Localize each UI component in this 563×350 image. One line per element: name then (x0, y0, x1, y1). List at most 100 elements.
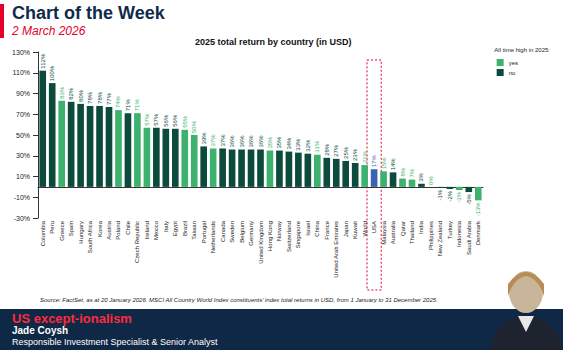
svg-text:yes: yes (509, 60, 518, 66)
svg-text:Ireland: Ireland (144, 221, 150, 239)
svg-text:10%: 10% (16, 173, 30, 180)
svg-text:All time high in 2025:: All time high in 2025: (494, 47, 550, 53)
svg-text:36%: 36% (258, 135, 264, 148)
svg-text:39%: 39% (201, 132, 207, 145)
svg-text:83%: 83% (59, 86, 65, 99)
svg-text:Thailand: Thailand (409, 221, 415, 244)
svg-text:37%: 37% (210, 134, 216, 147)
svg-text:80%: 80% (78, 89, 84, 102)
svg-text:28%: 28% (324, 143, 330, 156)
svg-text:World: World (362, 221, 368, 237)
svg-text:Egypt: Egypt (172, 221, 178, 237)
svg-text:17%: 17% (371, 155, 377, 168)
svg-text:82%: 82% (68, 87, 74, 100)
svg-text:Switzerland: Switzerland (286, 221, 292, 252)
svg-text:71%: 71% (134, 99, 140, 112)
svg-text:70%: 70% (16, 111, 30, 118)
svg-text:France: France (324, 220, 330, 239)
svg-text:Netherlands: Netherlands (210, 221, 216, 253)
svg-text:30%: 30% (16, 152, 30, 159)
svg-text:Norway: Norway (276, 221, 282, 241)
svg-text:57%: 57% (153, 113, 159, 126)
svg-text:90%: 90% (16, 90, 30, 97)
svg-text:Germany: Germany (248, 221, 254, 246)
svg-text:Sweden: Sweden (229, 221, 235, 243)
svg-text:50%: 50% (16, 132, 30, 139)
svg-text:-1%: -1% (437, 189, 443, 200)
svg-text:United Kingdom: United Kingdom (258, 221, 264, 264)
svg-text:77%: 77% (106, 92, 112, 105)
svg-text:74%: 74% (115, 95, 121, 108)
svg-text:-2%: -2% (447, 190, 453, 201)
svg-text:56%: 56% (172, 114, 178, 127)
svg-text:78%: 78% (87, 91, 93, 104)
svg-text:Austria: Austria (106, 220, 112, 239)
svg-text:35%: 35% (276, 136, 282, 149)
svg-text:-30%: -30% (14, 215, 30, 222)
svg-text:50%: 50% (191, 120, 197, 133)
svg-text:36%: 36% (229, 135, 235, 148)
svg-text:31%: 31% (314, 140, 320, 153)
svg-text:25%: 25% (343, 146, 349, 159)
svg-text:Israel: Israel (305, 221, 311, 236)
svg-text:100%: 100% (49, 65, 55, 81)
svg-text:Italy: Italy (163, 221, 169, 232)
svg-text:Philippines: Philippines (428, 221, 434, 250)
svg-text:14%: 14% (390, 158, 396, 171)
svg-text:Australia: Australia (390, 220, 396, 244)
svg-text:57%: 57% (144, 113, 150, 126)
svg-text:3%: 3% (418, 172, 424, 181)
svg-text:Portugal: Portugal (201, 221, 207, 243)
svg-text:Qatar: Qatar (400, 221, 406, 236)
svg-text:Malaysia: Malaysia (381, 220, 387, 244)
svg-text:Turkey: Turkey (447, 221, 453, 239)
svg-text:55%: 55% (182, 115, 188, 128)
svg-text:China: China (314, 220, 320, 236)
svg-text:Poland: Poland (115, 221, 121, 240)
svg-text:Czech Republic: Czech Republic (134, 221, 140, 263)
svg-text:USA: USA (371, 221, 377, 233)
svg-text:2025 total return by country (: 2025 total return by country (in USD) (195, 37, 352, 47)
svg-text:Japan: Japan (343, 221, 349, 237)
svg-text:37%: 37% (220, 134, 226, 147)
svg-text:Hong Kong: Hong Kong (267, 221, 273, 251)
svg-text:-3%: -3% (456, 191, 462, 202)
svg-text:27%: 27% (333, 144, 339, 157)
svg-text:Indonesia: Indonesia (456, 220, 462, 247)
svg-text:15%: 15% (381, 157, 387, 170)
svg-text:United Arab Emirates: United Arab Emirates (333, 221, 339, 278)
svg-text:0%: 0% (428, 176, 434, 185)
svg-text:-5%: -5% (466, 193, 472, 204)
svg-text:112%: 112% (40, 53, 46, 69)
svg-text:Denmark: Denmark (475, 220, 481, 245)
svg-text:Spain: Spain (68, 221, 74, 236)
svg-text:Greece: Greece (59, 220, 65, 240)
svg-text:Chile: Chile (125, 220, 131, 234)
svg-text:Brazil: Brazil (182, 221, 188, 236)
svg-text:New Zealand: New Zealand (437, 221, 443, 256)
svg-text:Taiwan: Taiwan (191, 221, 197, 240)
svg-text:7%: 7% (409, 168, 415, 177)
svg-text:36%: 36% (248, 135, 254, 148)
svg-text:Colombia: Colombia (40, 220, 46, 246)
svg-text:21%: 21% (362, 150, 368, 163)
svg-text:Korea: Korea (97, 220, 103, 237)
svg-text:no: no (509, 70, 516, 76)
svg-text:Mexico: Mexico (153, 220, 159, 240)
svg-text:130%: 130% (12, 49, 30, 56)
svg-text:Belgium: Belgium (239, 221, 245, 243)
svg-text:Canada: Canada (220, 220, 226, 242)
svg-text:Kuwait: Kuwait (352, 221, 358, 239)
svg-text:-10%: -10% (14, 194, 30, 201)
svg-text:-13%: -13% (475, 202, 481, 217)
svg-text:South Africa: South Africa (87, 220, 93, 253)
svg-text:Peru: Peru (49, 221, 55, 234)
svg-text:Singapore: Singapore (295, 220, 301, 248)
svg-text:32%: 32% (305, 139, 311, 152)
svg-text:35%: 35% (267, 136, 273, 149)
svg-text:23%: 23% (352, 148, 358, 161)
svg-text:8%: 8% (400, 167, 406, 176)
svg-text:78%: 78% (97, 91, 103, 104)
svg-text:34%: 34% (286, 137, 292, 150)
svg-text:71%: 71% (125, 99, 131, 112)
